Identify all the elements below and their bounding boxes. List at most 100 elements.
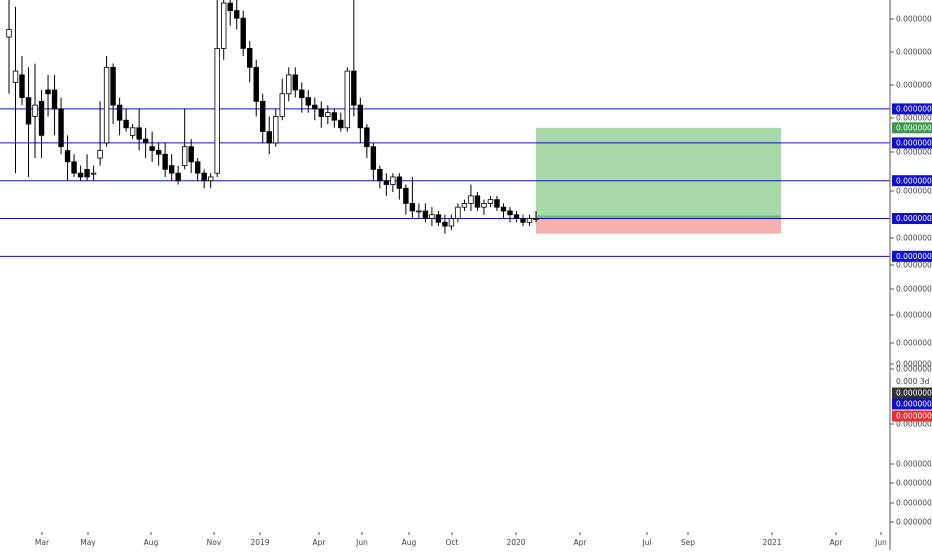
candle[interactable] — [84, 154, 90, 181]
profit-zone[interactable] — [536, 127, 781, 219]
candle[interactable] — [260, 93, 266, 143]
candle[interactable] — [45, 74, 51, 117]
candle[interactable] — [396, 173, 403, 200]
candle[interactable] — [364, 124, 370, 159]
candle[interactable] — [526, 214, 533, 227]
candle[interactable] — [500, 203, 507, 219]
candle[interactable] — [234, 0, 240, 30]
candle[interactable] — [507, 207, 513, 223]
candle[interactable] — [279, 78, 285, 121]
candle[interactable] — [331, 108, 338, 128]
candle[interactable] — [71, 154, 77, 177]
candle[interactable] — [494, 195, 500, 211]
candle[interactable] — [299, 82, 305, 113]
candle[interactable] — [12, 6, 19, 174]
candle[interactable] — [377, 165, 383, 189]
candle[interactable] — [403, 184, 409, 215]
candle[interactable] — [416, 203, 422, 219]
loss-zone[interactable] — [536, 218, 781, 234]
candle-body — [448, 218, 455, 227]
candle[interactable] — [162, 142, 168, 177]
candle[interactable] — [142, 127, 149, 159]
candle[interactable] — [129, 124, 136, 140]
candle[interactable] — [487, 195, 494, 208]
candle[interactable] — [97, 101, 103, 166]
price-axis-labels: 0.00000055 0.00000046 0.00000036 0.00000026… — [892, 103, 932, 422]
candle[interactable] — [383, 173, 390, 196]
candle-body — [214, 48, 220, 174]
candle[interactable] — [32, 63, 38, 159]
candle[interactable] — [338, 112, 344, 132]
candle[interactable] — [240, 10, 246, 56]
candle-body — [474, 195, 481, 208]
candle[interactable] — [103, 55, 110, 147]
candle[interactable] — [181, 108, 188, 170]
candle[interactable] — [273, 108, 279, 147]
candle[interactable] — [19, 55, 25, 106]
candle[interactable] — [429, 207, 435, 227]
level-price-badge-2-bg — [892, 175, 932, 187]
candle[interactable] — [123, 108, 129, 132]
candle[interactable] — [325, 105, 331, 125]
candle[interactable] — [422, 203, 429, 223]
candle[interactable] — [175, 165, 181, 185]
candle-body — [279, 93, 285, 117]
candle[interactable] — [194, 158, 201, 181]
candle[interactable] — [247, 40, 253, 83]
candle[interactable] — [64, 135, 71, 181]
candle[interactable] — [149, 131, 155, 162]
candle[interactable] — [344, 67, 351, 132]
candle[interactable] — [390, 173, 396, 193]
candle[interactable] — [357, 97, 364, 143]
candle[interactable] — [188, 139, 194, 174]
candle-body — [357, 104, 364, 129]
candle[interactable] — [253, 59, 259, 117]
candle-body — [299, 89, 305, 98]
candle[interactable] — [513, 210, 520, 223]
candle[interactable] — [266, 116, 272, 155]
candle[interactable] — [6, 0, 12, 94]
candle[interactable] — [286, 67, 292, 102]
candle[interactable] — [168, 154, 175, 181]
candle[interactable] — [533, 210, 539, 223]
candle[interactable] — [77, 165, 84, 181]
candle[interactable] — [110, 63, 116, 125]
candle[interactable] — [455, 203, 461, 223]
time-axis[interactable]: Mar May Aug Nov 2019 Apr Jun Aug Oct 2020 Apr Jul Se… — [35, 532, 887, 547]
candle-body — [429, 214, 435, 219]
candle[interactable] — [51, 74, 58, 136]
candle[interactable] — [351, 0, 357, 117]
candle[interactable] — [409, 176, 416, 219]
candle[interactable] — [305, 90, 311, 113]
candle[interactable] — [90, 165, 97, 181]
candle[interactable] — [25, 67, 32, 177]
candle-body — [351, 70, 357, 106]
candle[interactable] — [207, 173, 214, 189]
candle[interactable] — [58, 97, 64, 155]
candle[interactable] — [38, 90, 45, 159]
level-price-badge-1-text: 0.00000046 — [896, 139, 932, 148]
candle[interactable] — [468, 184, 474, 211]
candle[interactable] — [221, 0, 227, 60]
candle[interactable] — [116, 97, 123, 136]
candle[interactable] — [435, 210, 442, 227]
candle[interactable] — [370, 142, 377, 181]
candle[interactable] — [442, 214, 448, 234]
candle[interactable] — [481, 199, 487, 215]
candle-body — [110, 66, 116, 106]
candle[interactable] — [474, 192, 481, 211]
candle[interactable] — [155, 142, 162, 166]
candle[interactable] — [136, 108, 142, 151]
candle[interactable] — [461, 199, 468, 211]
candle[interactable] — [214, 0, 220, 177]
candle[interactable] — [312, 97, 318, 121]
candle[interactable] — [201, 169, 207, 189]
candle[interactable] — [292, 67, 298, 98]
candle[interactable] — [448, 214, 455, 230]
candle[interactable] — [520, 214, 526, 227]
price-axis[interactable]: 0.00000080 0.00000075 0.00000070 0.00000065… — [890, 15, 932, 527]
candle[interactable] — [227, 0, 233, 26]
candle[interactable] — [318, 101, 324, 128]
